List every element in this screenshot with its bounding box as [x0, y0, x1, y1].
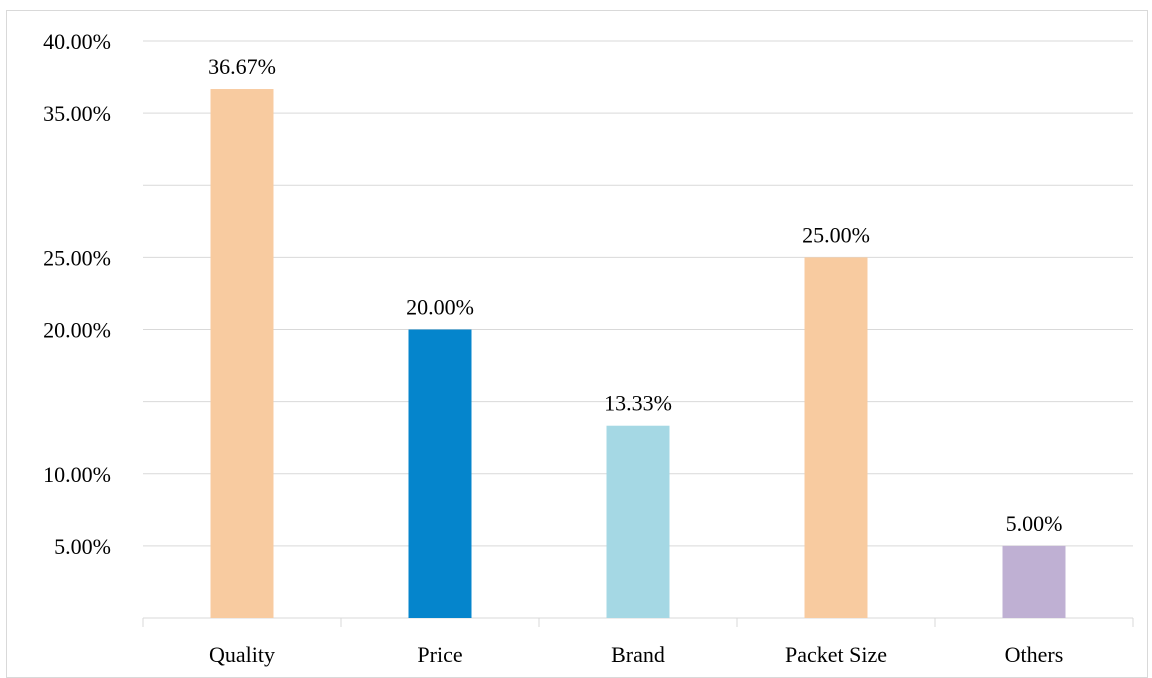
y-tick-label: 25.00% [43, 245, 111, 270]
bar-brand [606, 425, 670, 618]
bar-price [408, 329, 472, 618]
y-tick-label: 35.00% [43, 101, 111, 126]
data-label: 25.00% [802, 222, 870, 247]
x-tick-label: Brand [611, 642, 665, 667]
y-tick-label: 10.00% [43, 462, 111, 487]
x-tick-label: Quality [209, 642, 275, 667]
x-tick-label: Others [1005, 642, 1064, 667]
data-label: 13.33% [604, 391, 672, 416]
x-tick-label: Packet Size [785, 642, 887, 667]
x-tick-label: Price [417, 642, 462, 667]
y-tick-label: 5.00% [54, 534, 111, 559]
data-label: 20.00% [406, 295, 474, 320]
y-tick-label: 20.00% [43, 318, 111, 343]
data-label: 5.00% [1006, 511, 1063, 536]
chart-frame [6, 10, 1148, 678]
data-label: 36.67% [208, 54, 276, 79]
bar-quality [210, 89, 274, 618]
bar-packet-size [804, 257, 868, 618]
y-tick-label: 40.00% [43, 29, 111, 54]
bar-others [1002, 545, 1066, 618]
